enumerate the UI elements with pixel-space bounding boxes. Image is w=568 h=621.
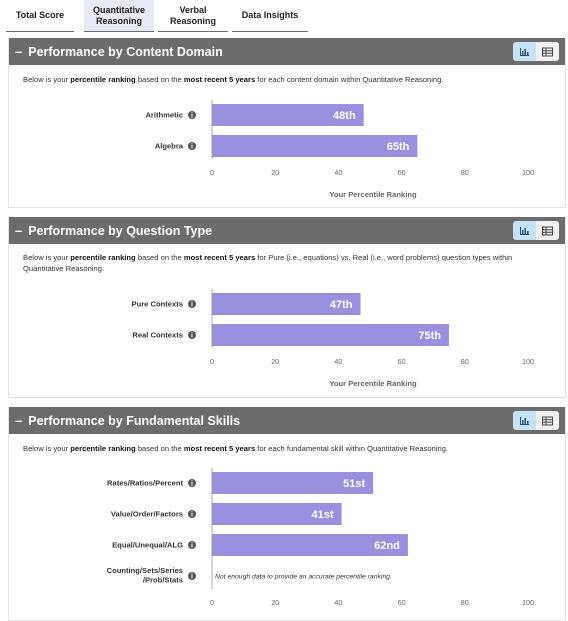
- x-tick-label: 40: [334, 168, 342, 177]
- x-tick-label: 40: [334, 357, 342, 366]
- bar-chart-icon: [520, 226, 529, 235]
- data-label: 41st: [312, 509, 334, 521]
- view-toggle: [513, 42, 559, 61]
- section-title: Performance by Fundamental Skills: [28, 413, 241, 428]
- chart-question-type: Pure Contexts i 47th Real Contexts i 75th 0 20 4…: [132, 289, 534, 388]
- svg-text:i: i: [191, 481, 193, 488]
- x-tick-label: 80: [461, 168, 469, 177]
- data-label: 62nd: [374, 540, 400, 552]
- x-tick-label: 20: [271, 168, 279, 177]
- bar[interactable]: [212, 293, 361, 315]
- x-tick-label: 80: [461, 598, 469, 607]
- category-label: Counting/Sets/Series/Prob/Stats: [107, 566, 183, 585]
- bar-chart-view-button[interactable]: [513, 411, 536, 430]
- x-tick-label: 0: [210, 598, 214, 607]
- section-content-domain: – Performance by Content Domain Below is…: [8, 38, 566, 208]
- data-label: 65th: [387, 141, 410, 153]
- section-description: Below is your percentile ranking based o…: [23, 75, 444, 84]
- svg-text:i: i: [191, 512, 193, 519]
- x-tick-label: 0: [210, 168, 214, 177]
- info-icon[interactable]: i: [188, 111, 196, 120]
- bar[interactable]: [212, 503, 342, 525]
- svg-text:i: i: [191, 574, 193, 581]
- x-axis-title: Your Percentile Ranking: [329, 190, 417, 199]
- chart-fundamental-skills: Rates/Ratios/Percent i 51st Value/Order/Fac…: [107, 468, 534, 621]
- chart-content-domain: Arithmetic i 48th Algebra i 65th 0 20 40 60 80 100 Y…: [145, 100, 534, 199]
- info-icon[interactable]: i: [188, 331, 196, 340]
- data-label: 75th: [418, 330, 441, 342]
- tab-bar: Total Score Quantitative Reasoning Verba…: [6, 0, 312, 34]
- bar-chart-view-button[interactable]: [513, 42, 536, 61]
- x-tick-label: 40: [334, 598, 342, 607]
- data-label: 48th: [333, 110, 356, 122]
- bar-chart-icon: [520, 416, 529, 425]
- view-toggle: [513, 411, 559, 430]
- no-data-note: Not enough data to provide an accurate p…: [215, 574, 392, 581]
- tab-quantitative-reasoning[interactable]: Quantitative Reasoning: [84, 0, 154, 32]
- info-icon[interactable]: i: [188, 300, 196, 309]
- tab-data-insights[interactable]: Data Insights: [232, 0, 308, 32]
- x-tick-label: 60: [398, 357, 406, 366]
- section-description: Below is your percentile ranking based o…: [23, 253, 513, 273]
- bar[interactable]: [212, 534, 408, 556]
- svg-text:i: i: [191, 113, 193, 120]
- x-tick-label: 60: [398, 168, 406, 177]
- tab-total-score[interactable]: Total Score: [6, 0, 74, 32]
- x-tick-label: 20: [271, 598, 279, 607]
- info-icon[interactable]: i: [188, 572, 196, 581]
- info-icon[interactable]: i: [188, 510, 196, 519]
- category-label: Real Contexts: [132, 331, 183, 340]
- table-icon: [542, 226, 553, 235]
- bar[interactable]: [212, 472, 374, 494]
- table-icon: [542, 47, 553, 56]
- table-view-button[interactable]: [536, 221, 559, 240]
- info-icon[interactable]: i: [188, 479, 196, 488]
- section-question-type: – Performance by Question Type Below is …: [8, 217, 566, 398]
- section-title: Performance by Question Type: [28, 223, 213, 238]
- info-icon[interactable]: i: [188, 541, 196, 550]
- section-title: Performance by Content Domain: [28, 44, 223, 59]
- info-icon[interactable]: i: [188, 142, 196, 151]
- bar-chart-view-button[interactable]: [513, 221, 536, 240]
- svg-text:i: i: [191, 333, 193, 340]
- category-label: Value/Order/Factors: [111, 510, 183, 519]
- x-tick-label: 60: [398, 598, 406, 607]
- svg-text:i: i: [191, 302, 193, 309]
- view-toggle: [513, 221, 559, 240]
- x-tick-label: 20: [271, 357, 279, 366]
- category-label: Pure Contexts: [132, 300, 183, 309]
- table-view-button[interactable]: [536, 411, 559, 430]
- data-label: 51st: [343, 478, 365, 490]
- collapse-icon[interactable]: –: [15, 413, 23, 428]
- section-header[interactable]: – Performance by Fundamental Skills: [9, 407, 565, 434]
- x-tick-label: 100: [522, 598, 534, 607]
- bar-chart-icon: [520, 47, 529, 56]
- table-icon: [542, 416, 553, 425]
- section-fundamental-skills: – Performance by Fundamental Skills Belo…: [8, 407, 566, 621]
- x-tick-label: 0: [210, 357, 214, 366]
- category-label: Arithmetic: [145, 111, 183, 120]
- bar[interactable]: [212, 324, 449, 346]
- x-tick-label: 100: [522, 168, 534, 177]
- data-label: 47th: [330, 299, 353, 311]
- svg-text:i: i: [191, 144, 193, 151]
- table-view-button[interactable]: [536, 42, 559, 61]
- x-tick-label: 100: [522, 357, 534, 366]
- x-axis-title: Your Percentile Ranking: [329, 379, 417, 388]
- collapse-icon[interactable]: –: [15, 223, 23, 238]
- section-header[interactable]: – Performance by Question Type: [9, 217, 565, 244]
- bar[interactable]: [212, 104, 364, 126]
- collapse-icon[interactable]: –: [15, 44, 23, 59]
- bar[interactable]: [212, 135, 418, 157]
- tab-verbal-reasoning[interactable]: Verbal Reasoning: [158, 0, 228, 32]
- category-label: Algebra: [155, 142, 184, 151]
- section-header[interactable]: – Performance by Content Domain: [9, 38, 565, 65]
- x-tick-label: 80: [461, 357, 469, 366]
- category-label: Equal/Unequal/ALG: [112, 541, 183, 550]
- section-description: Below is your percentile ranking based o…: [23, 444, 449, 453]
- svg-text:i: i: [191, 543, 193, 550]
- category-label: Rates/Ratios/Percent: [107, 479, 183, 488]
